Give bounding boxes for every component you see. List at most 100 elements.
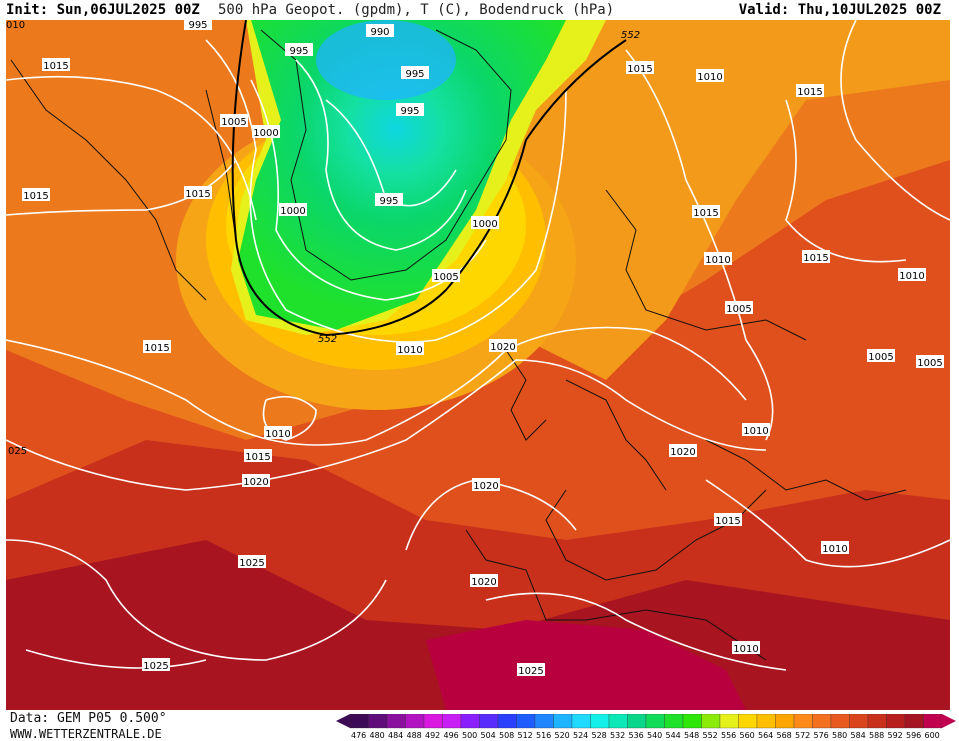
colorbar-cell [534,714,554,729]
isobar-label: 1015 [802,250,830,264]
isobar-label: 995 [375,193,403,207]
map-canvas: 1015 1015 1005 1000 995 995 990 995 995 … [6,20,950,710]
colorbar-cell [719,714,739,729]
isobar-label: 1010 [742,423,770,437]
colorbar-cell [830,714,850,729]
svg-text:1015: 1015 [245,452,270,463]
isobar-label: 1005 [867,349,895,363]
colorbar-label: 600 [925,731,940,740]
colorbar-cell [793,714,813,729]
svg-text:1020: 1020 [473,481,498,492]
site-url: WWW.WETTERZENTRALE.DE [10,727,162,741]
svg-text:1000: 1000 [472,219,497,230]
weather-map: 1015 1015 1005 1000 995 995 990 995 995 … [6,20,950,710]
colorbar-cell [516,714,536,729]
isobar-label: 1015 [796,84,824,98]
isobar-label: 1025 [142,658,170,672]
isobar-label: 1020 [242,474,270,488]
svg-text:990: 990 [370,27,389,38]
isobar-label: 990 [366,24,394,38]
colorbar-label: 548 [684,731,699,740]
svg-text:1020: 1020 [670,447,695,458]
colorbar-labels: 476 480 484 488 492 496 500 504 508 512 516 520 524 5… [351,731,940,740]
isobar-label: 1015 [22,188,50,202]
colorbar-cell [812,714,832,729]
svg-text:1015: 1015 [803,253,828,264]
svg-text:1010: 1010 [822,544,847,555]
colorbar-cell [738,714,758,729]
colorbar: 476 480 484 488 492 496 500 504 508 512 516 520 524 5… [336,714,956,740]
isobar-label: 1015 [42,58,70,72]
chart-title: 500 hPa Geopot. (gpdm), T (C), Bodendruc… [218,2,615,18]
svg-text:1015: 1015 [144,343,169,354]
svg-text:1010: 1010 [733,644,758,655]
colorbar-label: 544 [666,731,681,740]
colorbar-cell [701,714,721,729]
isobar-label: 1005 [916,355,944,369]
svg-text:1015: 1015 [23,191,48,202]
init-time: Init: Sun,06JUL2025 00Z [6,2,200,18]
colorbar-cell [904,714,924,729]
valid-time: Valid: Thu,10JUL2025 00Z [738,2,941,18]
svg-text:995: 995 [405,69,424,80]
svg-text:1020: 1020 [243,477,268,488]
isobar-label: 1015 [143,340,171,354]
isobar-label: 1000 [252,125,280,139]
isobar-label: 1015 [714,513,742,527]
colorbar-label: 512 [518,731,533,740]
isobar-label: 995 [285,43,313,57]
isobar-label: 1010 [704,252,732,266]
colorbar-label: 516 [536,731,551,740]
colorbar-label: 552 [703,731,718,740]
colorbar-cell [886,714,906,729]
colorbar-cell [682,714,702,729]
svg-text:1015: 1015 [693,208,718,219]
svg-text:1015: 1015 [797,87,822,98]
colorbar-label: 564 [758,731,773,740]
svg-text:995: 995 [400,106,419,117]
data-source-label: Data: GEM P05 0.500° [10,711,167,726]
colorbar-cell [553,714,573,729]
colorbar-label: 488 [407,731,422,740]
colorbar-cell [386,714,406,729]
colorbar-label: 520 [555,731,570,740]
svg-text:1010: 1010 [265,429,290,440]
svg-text:1025: 1025 [518,666,543,677]
isobar-label: 1010 [821,541,849,555]
svg-text:1010: 1010 [743,426,768,437]
edge-label: 025 [8,446,27,457]
colorbar-cell [608,714,628,729]
svg-text:1025: 1025 [239,558,264,569]
isobar-label: 1005 [725,301,753,315]
svg-text:1010: 1010 [899,271,924,282]
isobar-label: 1010 [696,69,724,83]
svg-text:1010: 1010 [397,345,422,356]
svg-text:1005: 1005 [726,304,751,315]
svg-text:995: 995 [188,20,207,31]
colorbar-cell [664,714,684,729]
colorbar-label: 476 [351,731,366,740]
colorbar-cell [349,714,369,729]
colorbar-label: 536 [629,731,644,740]
colorbar-cell [756,714,776,729]
colorbar-cells [336,714,956,729]
svg-text:1015: 1015 [43,61,68,72]
chart-footer: Data: GEM P05 0.500° WWW.WETTERZENTRALE.… [0,710,959,741]
svg-text:1000: 1000 [280,206,305,217]
isobar-label: 1020 [669,444,697,458]
isobar-label: 1025 [238,555,266,569]
edge-label: 010 [6,20,25,31]
colorbar-label: 596 [906,731,921,740]
isobar-label: 1015 [244,449,272,463]
colorbar-label: 576 [814,731,829,740]
colorbar-cell [497,714,517,729]
colorbar-label: 584 [851,731,866,740]
geopotential-552 [231,20,627,337]
colorbar-label: 492 [425,731,440,740]
isobar-label: 995 [184,20,212,31]
colorbar-label: 588 [869,731,884,740]
colorbar-label: 580 [832,731,847,740]
svg-text:1010: 1010 [697,72,722,83]
svg-text:1015: 1015 [185,189,210,200]
colorbar-cell [479,714,499,729]
